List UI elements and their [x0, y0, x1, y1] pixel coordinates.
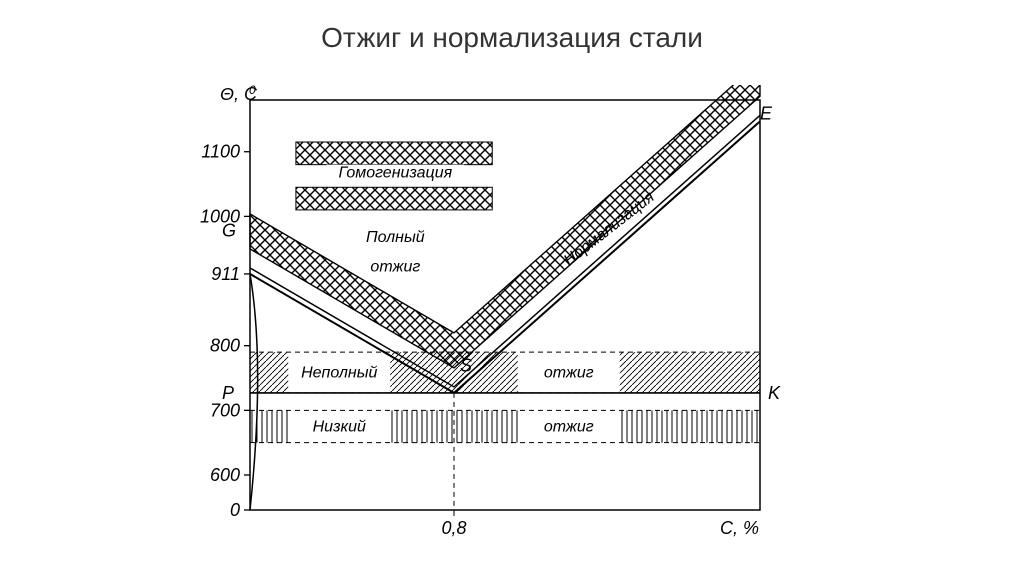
page-title: Отжиг и нормализация стали — [0, 22, 1024, 54]
svg-text:0: 0 — [230, 500, 240, 520]
svg-text:G: G — [222, 220, 236, 240]
svg-text:911: 911 — [211, 264, 240, 284]
svg-text:E: E — [760, 103, 773, 123]
svg-text:K: K — [768, 383, 781, 403]
svg-text:700: 700 — [210, 400, 240, 420]
svg-text:0,8: 0,8 — [441, 518, 466, 538]
svg-text:800: 800 — [210, 336, 240, 356]
svg-text:Гомогенизация: Гомогенизация — [339, 165, 453, 182]
svg-text:0: 0 — [249, 85, 256, 97]
svg-text:1100: 1100 — [201, 142, 240, 162]
svg-text:C, %: C, % — [720, 518, 759, 538]
svg-text:S: S — [460, 356, 472, 376]
svg-text:отжиг: отжиг — [370, 258, 420, 275]
svg-text:Низкий: Низкий — [313, 419, 366, 436]
svg-text:Неполный: Неполный — [301, 365, 377, 382]
svg-text:Полный: Полный — [366, 229, 425, 246]
svg-text:600: 600 — [210, 465, 240, 485]
svg-text:P: P — [222, 383, 234, 403]
svg-text:отжиг: отжиг — [544, 419, 594, 436]
svg-text:отжиг: отжиг — [544, 365, 594, 382]
phase-diagram: 060070080091110001100Θ, C00,8C, %Неполны… — [200, 85, 790, 545]
